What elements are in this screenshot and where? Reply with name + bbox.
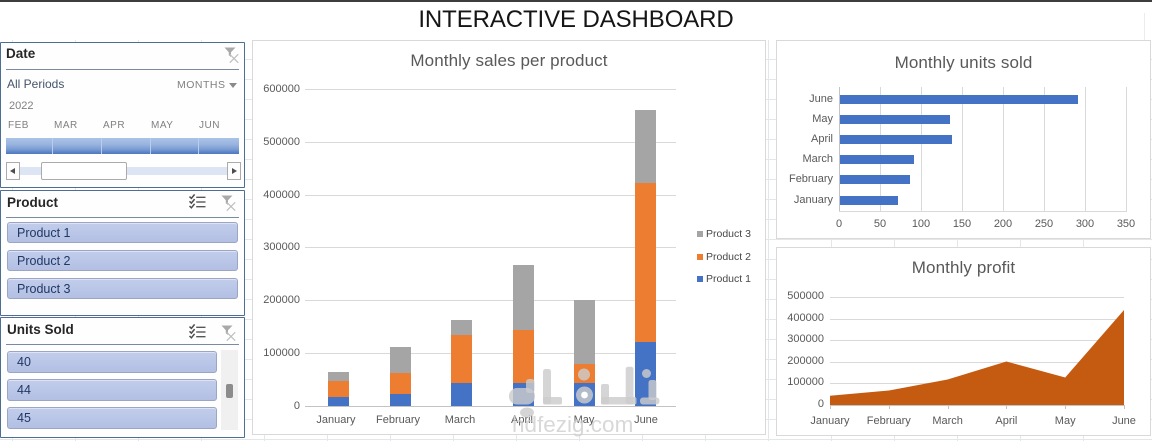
- svg-text:hdfezig.com: hdfezig.com: [512, 412, 633, 437]
